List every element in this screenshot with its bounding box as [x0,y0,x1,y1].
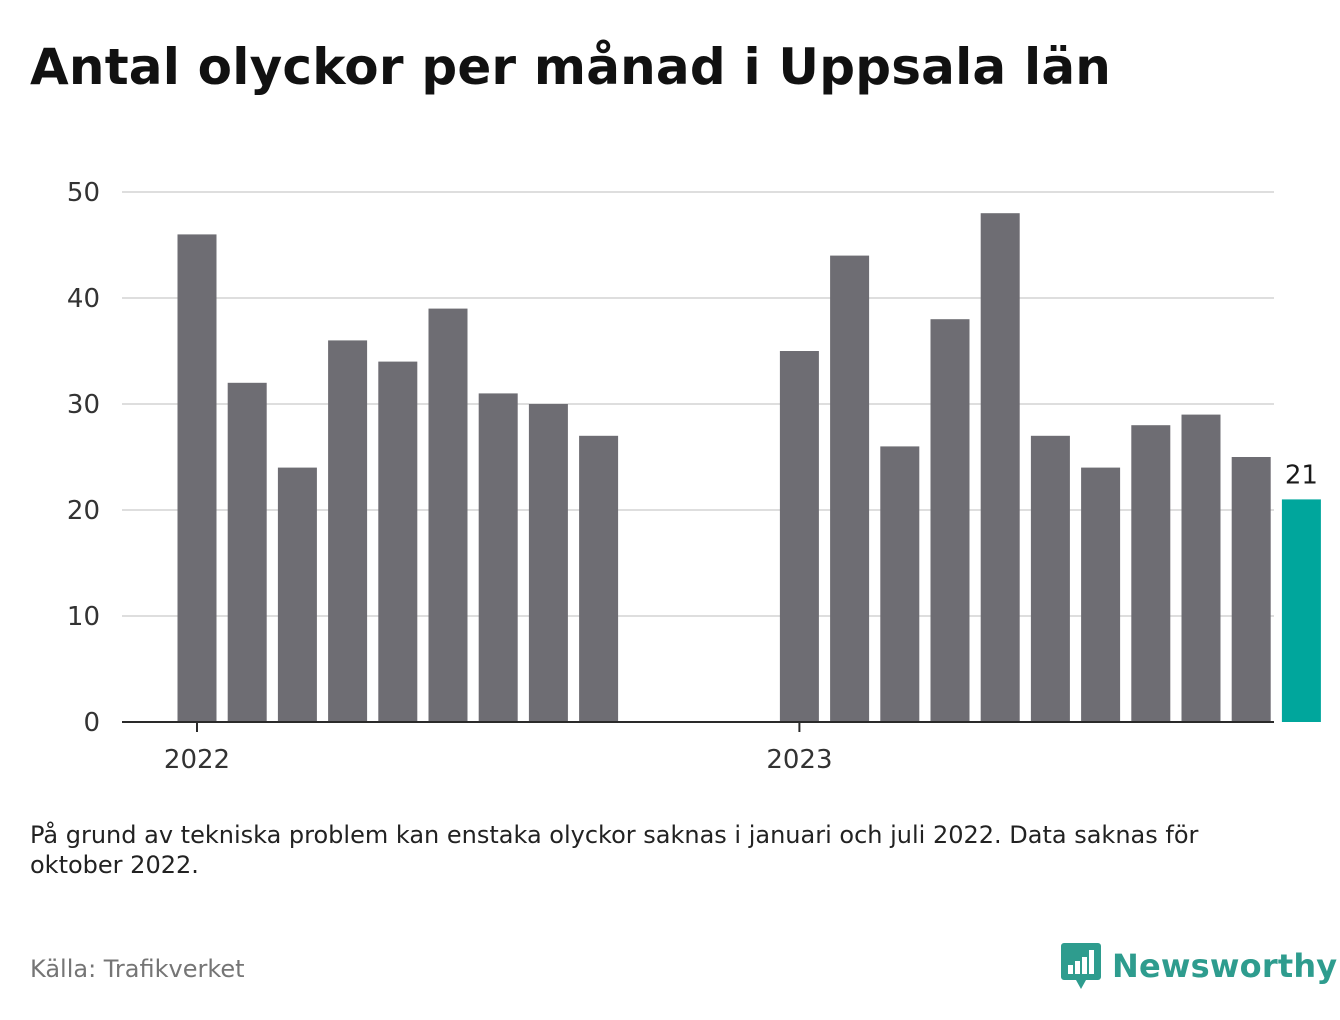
bar-2023-07 [1081,467,1121,722]
bar-chart: 0 10 20 30 40 50 21 2022 2023 [67,178,1321,775]
x-tick-label: 2022 [164,745,230,775]
y-tick-label: 0 [83,708,100,738]
y-tick-label: 10 [67,602,100,632]
bar-2022-05 [378,361,418,722]
y-tick-label: 20 [67,496,100,526]
bar-2023-06 [1030,435,1070,722]
x-tick-label: 2023 [766,745,832,775]
chart-footnote: På grund av tekniska problem kan enstaka… [30,821,1199,879]
y-axis-ticks: 0 10 20 30 40 50 [67,178,100,738]
data-label-2023-11: 21 [1285,460,1318,490]
bar-2022-08 [528,404,568,722]
chart-title: Antal olyckor per månad i Uppsala län [30,38,1112,96]
bar-2023-04 [930,319,970,722]
data-labels: 21 [1285,460,1318,490]
newsworthy-logo[interactable]: Newsworthy [1060,940,1337,992]
bar-2023-02 [830,255,870,722]
y-tick-label: 50 [67,178,100,208]
bar-2022-04 [328,340,368,722]
bar-2023-11 [1281,499,1321,722]
bar-2022-01 [177,234,217,722]
x-axis: 2022 2023 [122,721,1274,775]
bars [177,213,1321,722]
bar-2023-05 [980,213,1020,722]
bar-2022-03 [277,467,317,722]
bar-2023-01 [779,351,819,722]
y-tick-label: 40 [67,284,100,314]
bar-2022-07 [478,393,518,722]
newsworthy-logo-icon [1061,943,1101,989]
bar-2022-02 [227,382,267,722]
brand-name: Newsworthy [1112,947,1338,985]
y-tick-label: 30 [67,390,100,420]
bar-2022-09 [579,435,619,722]
bar-2023-08 [1131,425,1171,722]
bar-2023-10 [1231,457,1271,722]
source-credit: Källa: Trafikverket [30,955,245,983]
bar-2023-09 [1181,414,1221,722]
bar-2022-06 [428,308,468,722]
bar-2023-03 [880,446,920,722]
